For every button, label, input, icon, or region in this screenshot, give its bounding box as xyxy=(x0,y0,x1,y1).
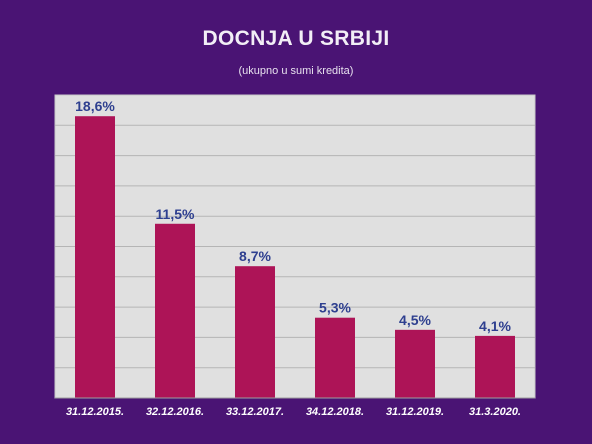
data-label: 8,7% xyxy=(239,248,271,264)
x-tick-labels: 31.12.2015. 32.12.2016. 33.12.2017. 34.12.2… xyxy=(66,406,521,418)
bars xyxy=(75,116,515,399)
gridlines xyxy=(55,124,535,369)
data-label: 4,5% xyxy=(399,312,431,328)
x-tick-label: 31.3.2020. xyxy=(469,406,521,418)
data-label: 18,6% xyxy=(75,98,115,114)
data-labels: 18,6% 11,5% 8,7% 5,3% 4,5% 4,1% xyxy=(75,98,511,334)
x-tick-label: 31.12.2015. xyxy=(66,406,124,418)
bar xyxy=(315,317,355,398)
bar xyxy=(155,223,195,398)
data-label: 5,3% xyxy=(319,300,351,316)
bar xyxy=(395,329,435,398)
bar xyxy=(475,335,515,398)
bar xyxy=(75,116,115,399)
data-label: 11,5% xyxy=(156,206,195,222)
data-label: 4,1% xyxy=(479,318,511,334)
x-tick-label: 34.12.2018. xyxy=(306,406,364,418)
bar xyxy=(235,266,275,398)
x-tick-label: 33.12.2017. xyxy=(226,406,284,418)
chart-subtitle: (ukupno u sumi kredita) xyxy=(238,65,354,77)
x-tick-label: 31.12.2019. xyxy=(386,406,444,418)
x-tick-label: 32.12.2016. xyxy=(146,406,204,418)
chart-title: DOCNJA U SRBIJI xyxy=(202,27,390,50)
